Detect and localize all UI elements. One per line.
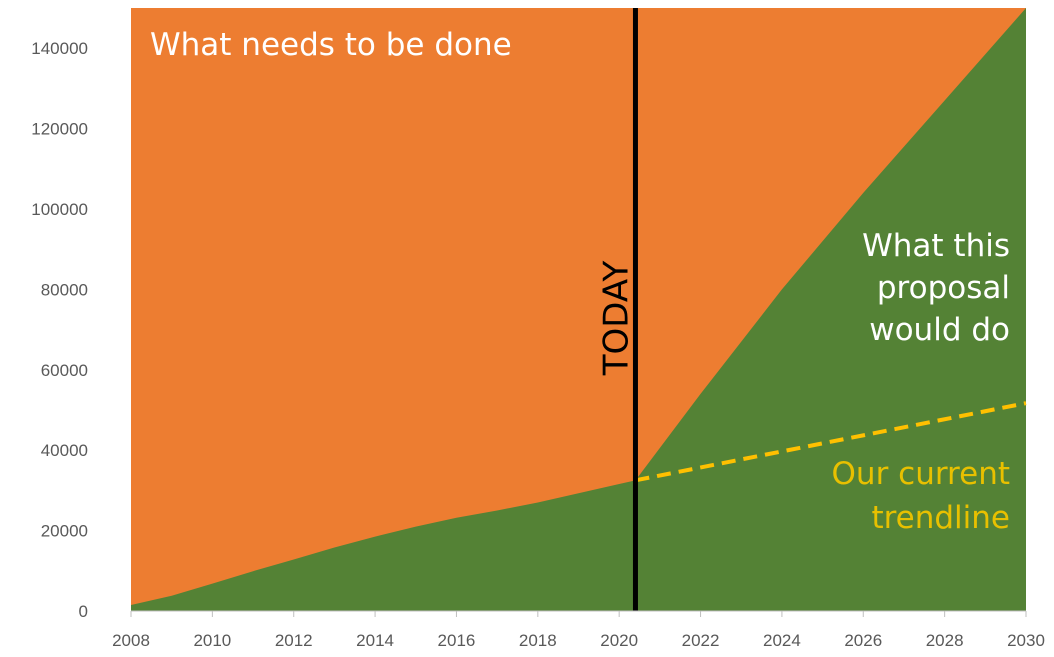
trendline bbox=[635, 401, 1027, 483]
chart-areas bbox=[131, 8, 1026, 611]
x-tick-label: 2022 bbox=[682, 631, 720, 650]
y-tick-label: 20000 bbox=[41, 522, 88, 541]
area-proposal bbox=[131, 8, 1026, 611]
annotation-trendline-line: trendline bbox=[871, 500, 1010, 536]
annotations: What needs to be done What this proposal wo… bbox=[150, 27, 1010, 536]
x-tick-label: 2014 bbox=[356, 631, 394, 650]
y-tick-label: 120000 bbox=[31, 120, 88, 139]
x-tick-label: 2018 bbox=[519, 631, 557, 650]
x-tick-label: 2026 bbox=[844, 631, 882, 650]
annotation-proposal-line: would do bbox=[869, 312, 1010, 348]
y-tick-label: 60000 bbox=[41, 361, 88, 380]
y-tick-label: 0 bbox=[79, 602, 88, 621]
axes: 2008 2010 2012 2014 2016 2018 2020 2022 2024 2026… bbox=[31, 39, 1045, 650]
x-tick-label: 2008 bbox=[112, 631, 150, 650]
annotation-what-needs-to-be-done: What needs to be done bbox=[150, 27, 512, 63]
y-tick-label: 40000 bbox=[41, 441, 88, 460]
x-tick-label: 2030 bbox=[1007, 631, 1045, 650]
x-tick-label: 2024 bbox=[763, 631, 801, 650]
annotation-today: TODAY bbox=[596, 261, 636, 377]
x-tick-label: 2010 bbox=[193, 631, 231, 650]
x-tick-label: 2016 bbox=[438, 631, 476, 650]
x-tick-label: 2020 bbox=[600, 631, 638, 650]
annotation-proposal-line: What this bbox=[862, 228, 1010, 264]
y-tick-label: 100000 bbox=[31, 200, 88, 219]
x-tick-label: 2028 bbox=[926, 631, 964, 650]
y-tick-label: 80000 bbox=[41, 280, 88, 299]
trendline-layer bbox=[635, 401, 1027, 483]
annotation-proposal-line: proposal bbox=[877, 270, 1010, 306]
x-tick-label: 2012 bbox=[275, 631, 313, 650]
annotation-trendline-line: Our current bbox=[832, 456, 1010, 492]
y-tick-label: 140000 bbox=[31, 39, 88, 58]
